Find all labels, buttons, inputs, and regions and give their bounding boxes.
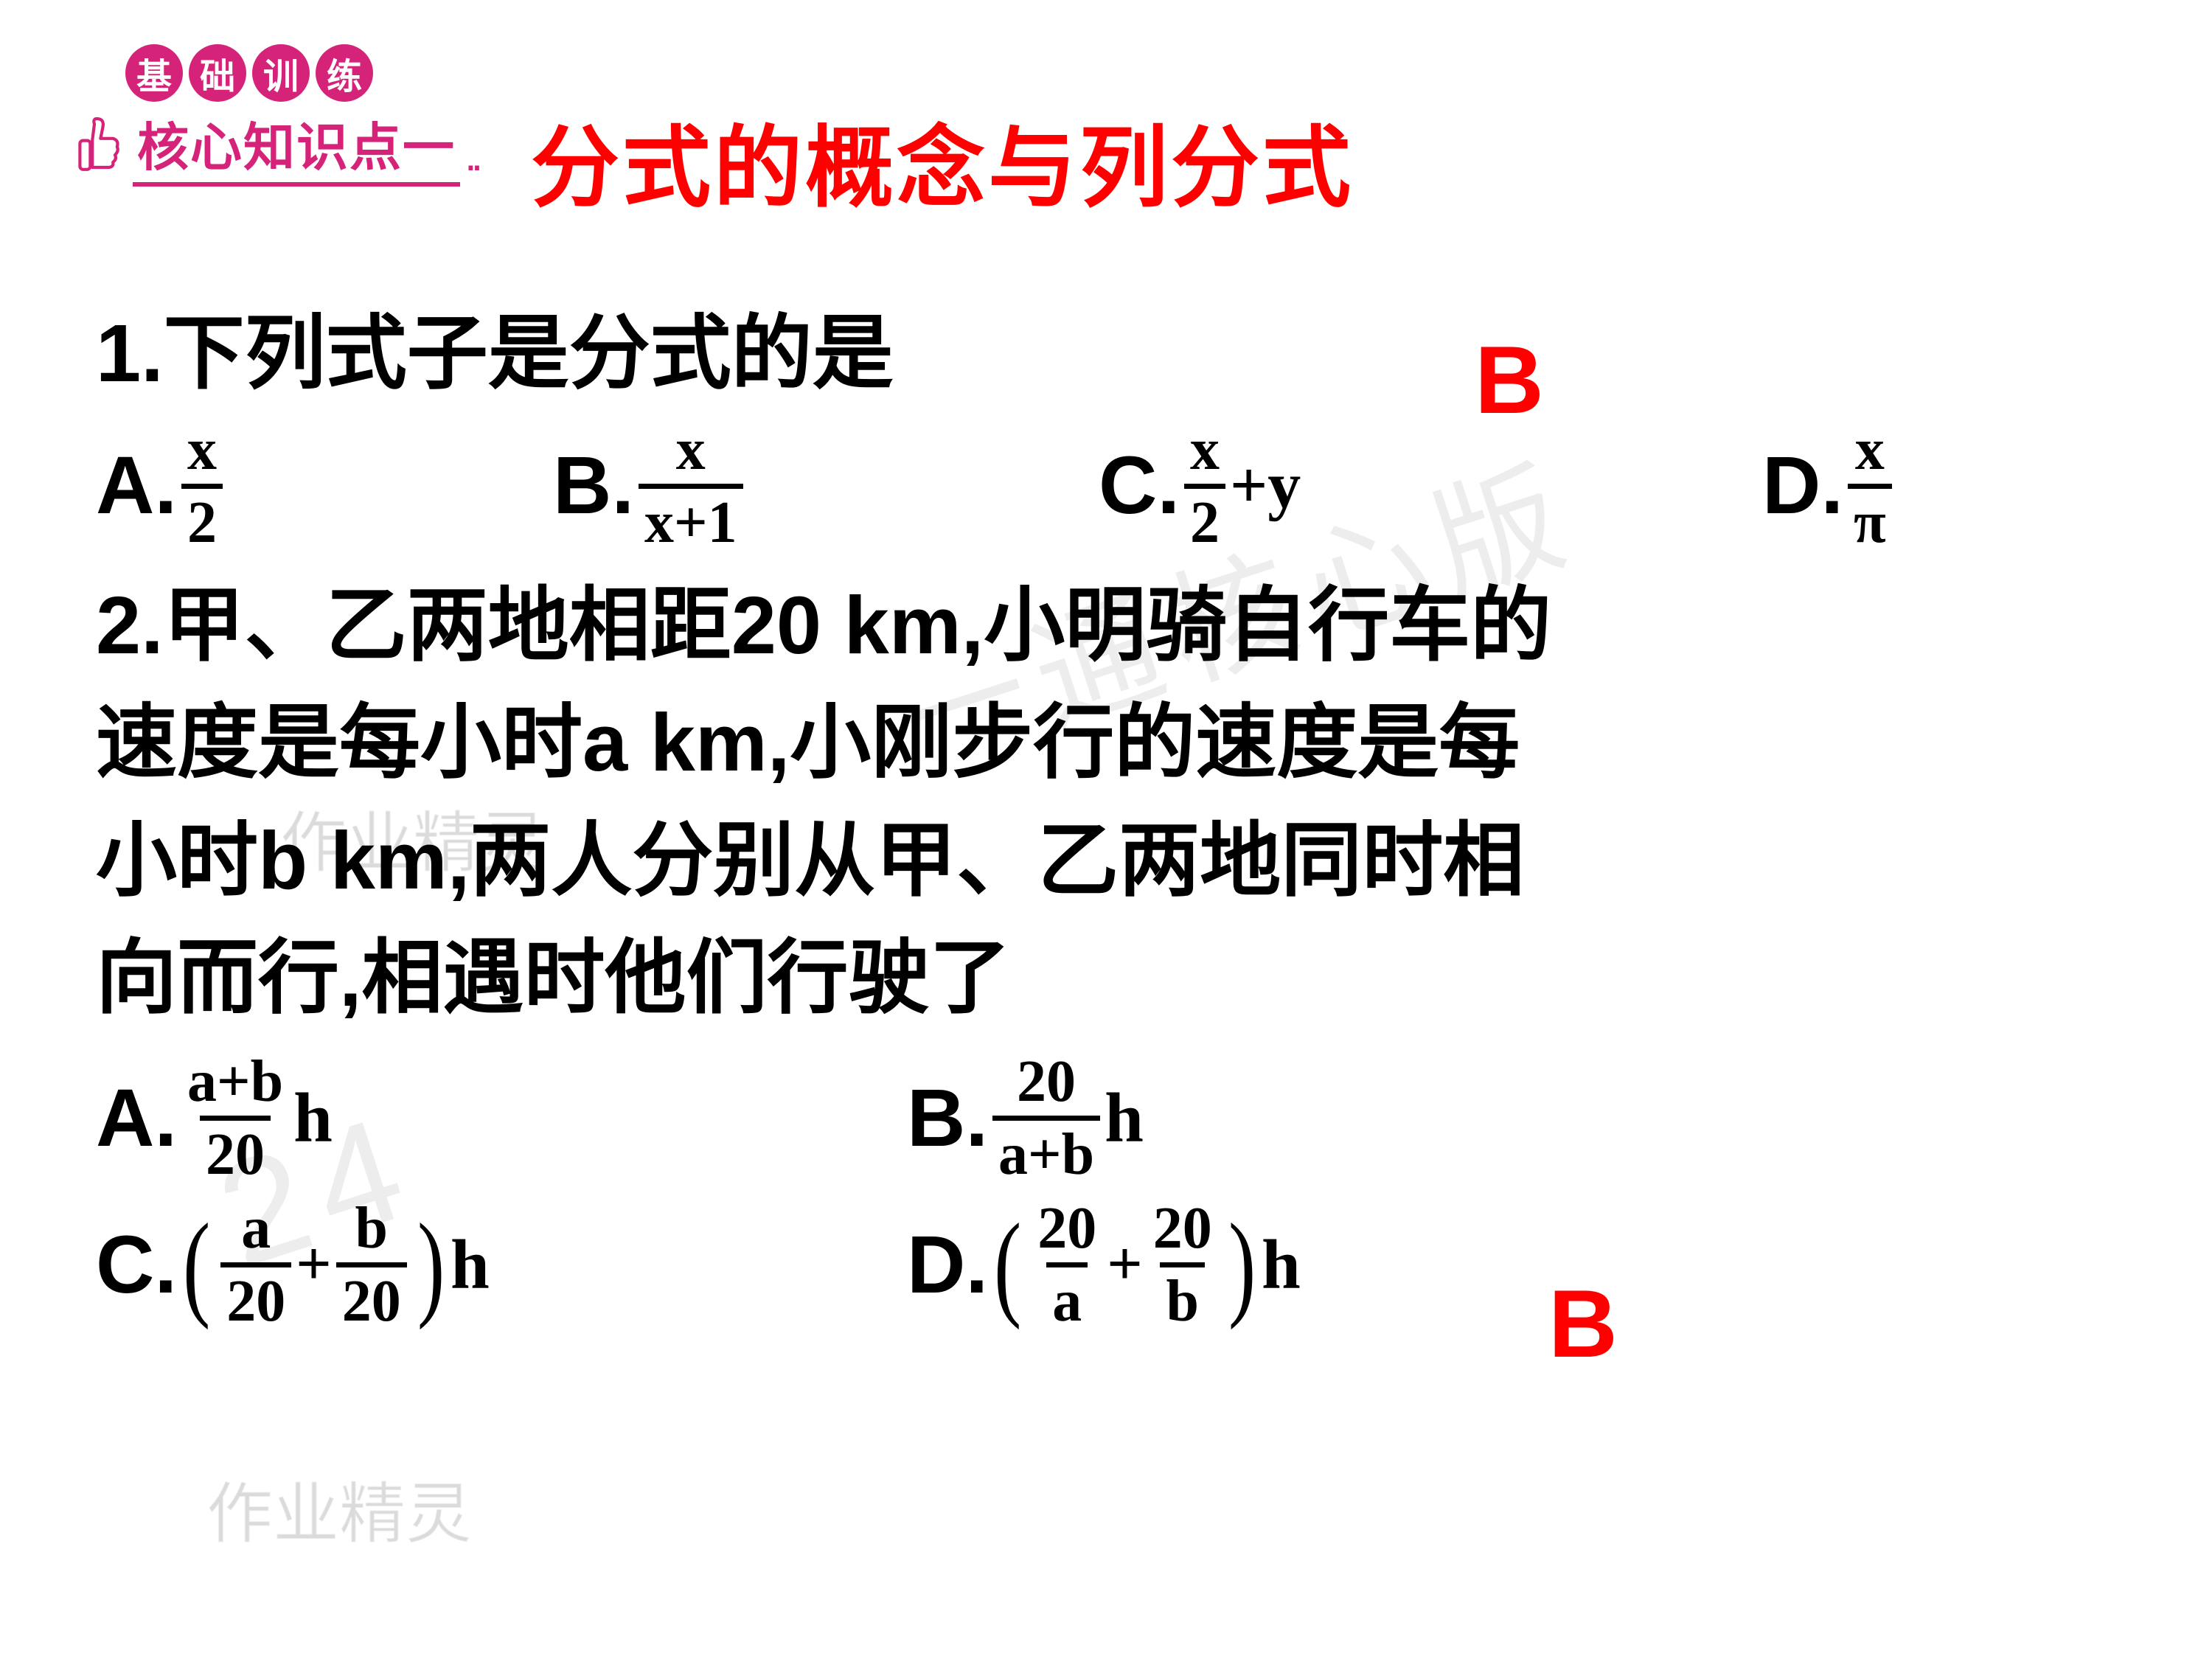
fraction-num: a+b	[181, 1052, 289, 1116]
option-label: D.	[1762, 427, 1843, 545]
q1-option-c: C. x 2 +y	[1099, 420, 1762, 552]
option-label: D.	[907, 1220, 988, 1310]
q2-option-c: C. ( a 20 + b 20 ) h	[96, 1199, 907, 1331]
fraction-den: 2	[1184, 484, 1225, 552]
q2-stem-line: 向而行,相遇时他们行驶了	[96, 919, 2138, 1037]
paren-close: )	[1228, 1217, 1256, 1312]
fraction-den: x+1	[639, 484, 743, 552]
subtitle-dots: ..	[465, 130, 477, 187]
fraction-den: π	[1848, 484, 1892, 552]
fraction-num: 20	[1032, 1199, 1102, 1262]
option-label: C.	[96, 1220, 177, 1310]
plus-sign: +	[1107, 1230, 1142, 1299]
q2-stem-line: 小时b km,两人分别从甲、乙两地同时相	[96, 802, 2138, 920]
fraction-num: b	[349, 1199, 394, 1262]
option-label: B.	[907, 1074, 988, 1163]
fraction-num: x	[670, 420, 712, 484]
fraction-den: 2	[181, 484, 223, 552]
paren-open: (	[994, 1217, 1021, 1312]
option-label: A.	[96, 427, 177, 545]
page-title: 分式的概念与列分式	[531, 96, 1354, 224]
q1-options-row: A. x 2 B. x x+1 C. x 2 +y D. x π	[96, 420, 2138, 552]
thumb-icon	[74, 114, 125, 180]
fraction-num: a	[235, 1199, 276, 1262]
q2-option-a: A. a+b 20 h	[96, 1052, 907, 1184]
option-unit: h	[293, 1079, 333, 1157]
fraction-num: x	[1184, 420, 1225, 484]
option-label: A.	[96, 1074, 177, 1163]
plus-sign: +	[296, 1230, 331, 1299]
q2-stem-line: 2.甲、乙两地相距20 km,小明骑自行车的	[96, 567, 2138, 685]
option-label: C.	[1099, 427, 1180, 545]
section-badge: 基 础 训 练 核心知识点一 ..	[74, 44, 477, 187]
q1-option-a: A. x 2	[96, 420, 553, 552]
paren-close: )	[417, 1217, 445, 1312]
q1-stem: 1.下列式子是分式的是	[96, 295, 2138, 413]
watermark-small-2: 作业精灵	[206, 1460, 472, 1556]
fraction-den: b	[1160, 1262, 1205, 1331]
option-unit: h	[1262, 1226, 1301, 1304]
q2-stem-line: 速度是每小时a km,小刚步行的速度是每	[96, 684, 2138, 802]
section-subtitle: 核心知识点一	[133, 106, 460, 187]
fraction-den: 20	[220, 1262, 291, 1331]
fraction-num: 20	[1147, 1199, 1218, 1262]
q2-option-b: B. 20 a+b h	[907, 1052, 1144, 1184]
fraction-num: x	[181, 420, 223, 484]
fraction-num: 20	[1011, 1052, 1082, 1116]
option-label: B.	[553, 427, 634, 545]
option-suffix: +y	[1230, 438, 1301, 535]
badge-pill: 训	[252, 44, 310, 102]
content-area: 1.下列式子是分式的是 A. x 2 B. x x+1 C. x 2 +y D.	[96, 295, 2138, 1331]
badge-pill: 练	[316, 44, 373, 102]
fraction-den: a+b	[992, 1116, 1100, 1184]
q1-answer: B	[1475, 324, 1544, 435]
q2-option-d: D. ( 20 a + 20 b ) h	[907, 1199, 1301, 1331]
fraction-den: a	[1046, 1262, 1088, 1331]
paren-open: (	[183, 1217, 210, 1312]
q1-option-b: B. x x+1	[553, 420, 1099, 552]
q1-option-d: D. x π	[1762, 420, 1896, 552]
badge-pill: 基	[125, 44, 183, 102]
fraction-den: 20	[200, 1116, 271, 1184]
option-unit: h	[451, 1226, 490, 1304]
option-unit: h	[1105, 1079, 1144, 1157]
q2-answer: B	[1548, 1268, 1618, 1379]
fraction-den: 20	[336, 1262, 407, 1331]
fraction-num: x	[1849, 420, 1891, 484]
badge-pill: 础	[189, 44, 246, 102]
